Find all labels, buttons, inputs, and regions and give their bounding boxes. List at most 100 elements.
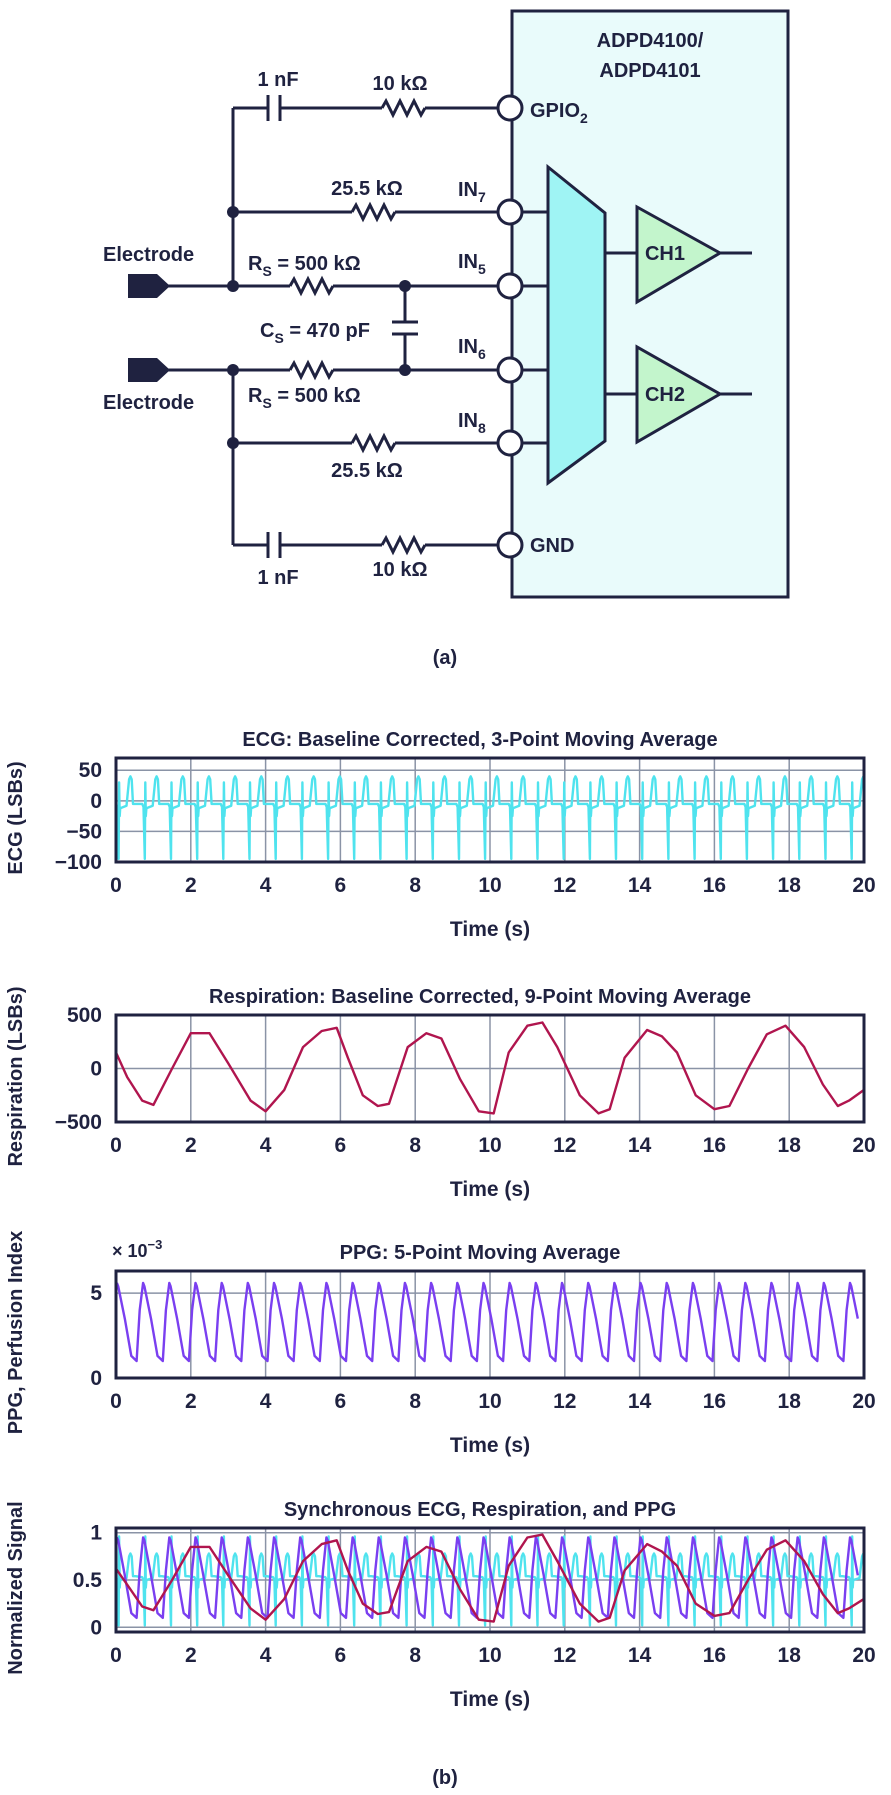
y-tick-label: 0 <box>90 1616 102 1639</box>
x-tick-label: 6 <box>335 1644 347 1667</box>
pin-in7 <box>496 198 524 226</box>
x-tick-label: 16 <box>703 874 726 897</box>
y-tick-label: 0 <box>90 790 102 813</box>
resistor-top <box>380 97 427 119</box>
chart-title: ECG: Baseline Corrected, 3-Point Moving … <box>242 729 717 751</box>
x-tick-label: 4 <box>260 1390 272 1413</box>
x-axis-label: Time (s) <box>450 1434 530 1457</box>
electrode-bottom-label: Electrode <box>103 392 194 414</box>
resistor-bottom <box>380 534 427 556</box>
x-tick-label: 6 <box>335 874 347 897</box>
pin-in7-label: IN7 <box>458 179 486 205</box>
y-tick-label: 0 <box>90 1367 102 1390</box>
x-tick-label: 18 <box>778 874 802 897</box>
x-tick-label: 12 <box>553 874 576 897</box>
resistor-in7 <box>350 201 397 223</box>
electrode-top-icon <box>128 274 170 298</box>
x-tick-label: 14 <box>628 1390 652 1413</box>
x-tick-label: 0 <box>110 1644 122 1667</box>
series-line-2 <box>116 1536 859 1619</box>
res-in8-label: 25.5 kΩ <box>331 460 403 482</box>
x-tick-label: 6 <box>335 1134 347 1157</box>
x-tick-label: 20 <box>852 1134 875 1157</box>
y-tick-label: 1 <box>90 1522 102 1545</box>
x-tick-label: 10 <box>478 1134 501 1157</box>
pin-gpio-label: GPIO2 <box>530 100 588 126</box>
y-axis-label: Normalized Signal <box>5 1501 27 1674</box>
rs-top-label: RS = 500 kΩ <box>248 253 361 279</box>
chart-title: PPG: 5-Point Moving Average <box>340 1242 621 1264</box>
chart-4: 0 2 4 6 8 10 12 14 16 18 20 1 0.5 0 Synchronous ECG, R… <box>5 1499 876 1711</box>
x-tick-label: 18 <box>778 1644 802 1667</box>
res-top-label: 10 kΩ <box>373 73 428 95</box>
pin-gnd-label: GND <box>530 535 574 557</box>
ch1-label: CH1 <box>645 243 685 265</box>
series-line-1 <box>116 1281 859 1363</box>
caption-b: (b) <box>432 1767 458 1789</box>
chart-2: 0 2 4 6 8 10 12 14 16 18 20 500 0 −500 Respiration: Ba… <box>5 986 876 1201</box>
series-line-1 <box>116 1021 864 1115</box>
x-tick-label: 8 <box>409 874 421 897</box>
x-tick-label: 4 <box>260 1134 272 1157</box>
res-bottom-label: 10 kΩ <box>373 559 428 581</box>
x-tick-label: 10 <box>478 1644 501 1667</box>
junction-dot <box>399 280 411 292</box>
x-tick-label: 2 <box>185 874 197 897</box>
x-tick-label: 20 <box>852 874 875 897</box>
pin-gpio2 <box>496 94 524 122</box>
series-line-1 <box>116 775 864 861</box>
y-axis-label: PPG, Perfusion Index <box>5 1231 27 1434</box>
pin-in6-label: IN6 <box>458 336 486 362</box>
cap-top-label: 1 nF <box>257 69 298 91</box>
x-axis-label: Time (s) <box>450 918 530 941</box>
chart-title: Respiration: Baseline Corrected, 9-Point… <box>209 986 751 1008</box>
pin-in5-label: IN5 <box>458 251 486 277</box>
y-tick-label: 500 <box>67 1004 102 1027</box>
plot-frame <box>114 1526 866 1634</box>
schematic-labels: ADPD4100/ ADPD4101 1 nF 10 kΩ GPIO2 25.5… <box>103 30 704 669</box>
y-axis-label: ECG (LSBs) <box>5 761 27 874</box>
y-tick-label: 5 <box>90 1282 102 1305</box>
x-tick-label: 16 <box>703 1134 726 1157</box>
pin-gnd <box>496 531 524 559</box>
resistor-rs-top <box>288 275 335 297</box>
x-tick-label: 4 <box>260 874 272 897</box>
series-line-3 <box>116 1533 864 1623</box>
plot-frame <box>114 1269 866 1380</box>
cap-bottom-label: 1 nF <box>257 567 298 589</box>
chip-name-line1: ADPD4100/ <box>597 30 704 52</box>
caption-a: (a) <box>433 647 457 669</box>
x-tick-label: 18 <box>778 1134 802 1157</box>
amplifier-ch1 <box>635 204 724 305</box>
y-tick-label: 0.5 <box>73 1569 103 1592</box>
rs-bottom-label: RS = 500 kΩ <box>248 385 361 411</box>
chart-3: 0 2 4 6 8 10 12 14 16 18 20 5 0 PPG: 5-Point Moving A… <box>5 1231 876 1457</box>
y-tick-label: −100 <box>55 851 102 874</box>
x-tick-label: 4 <box>260 1644 272 1667</box>
x-tick-label: 10 <box>478 874 501 897</box>
pin-in8-label: IN8 <box>458 410 486 436</box>
y-tick-label: 0 <box>90 1058 102 1081</box>
x-tick-label: 14 <box>628 1644 652 1667</box>
junction-dot <box>227 437 239 449</box>
chart-title: Synchronous ECG, Respiration, and PPG <box>284 1499 676 1521</box>
x-tick-label: 8 <box>409 1390 421 1413</box>
x-tick-label: 12 <box>553 1134 576 1157</box>
x-tick-label: 8 <box>409 1644 421 1667</box>
y-tick-label: −50 <box>66 820 102 843</box>
res-in7-label: 25.5 kΩ <box>331 178 403 200</box>
plot-frame <box>114 1013 866 1124</box>
x-tick-label: 2 <box>185 1644 197 1667</box>
series-line-1 <box>116 1535 864 1627</box>
chip-name-line2: ADPD4101 <box>599 60 700 82</box>
plot-frame <box>114 756 866 864</box>
y-axis-label: Respiration (LSBs) <box>5 986 27 1166</box>
resistor-in8 <box>350 432 397 454</box>
x-axis-label: Time (s) <box>450 1178 530 1201</box>
x-tick-label: 2 <box>185 1390 197 1413</box>
x-tick-label: 16 <box>703 1644 726 1667</box>
schematic <box>128 9 790 599</box>
x-tick-label: 6 <box>335 1390 347 1413</box>
